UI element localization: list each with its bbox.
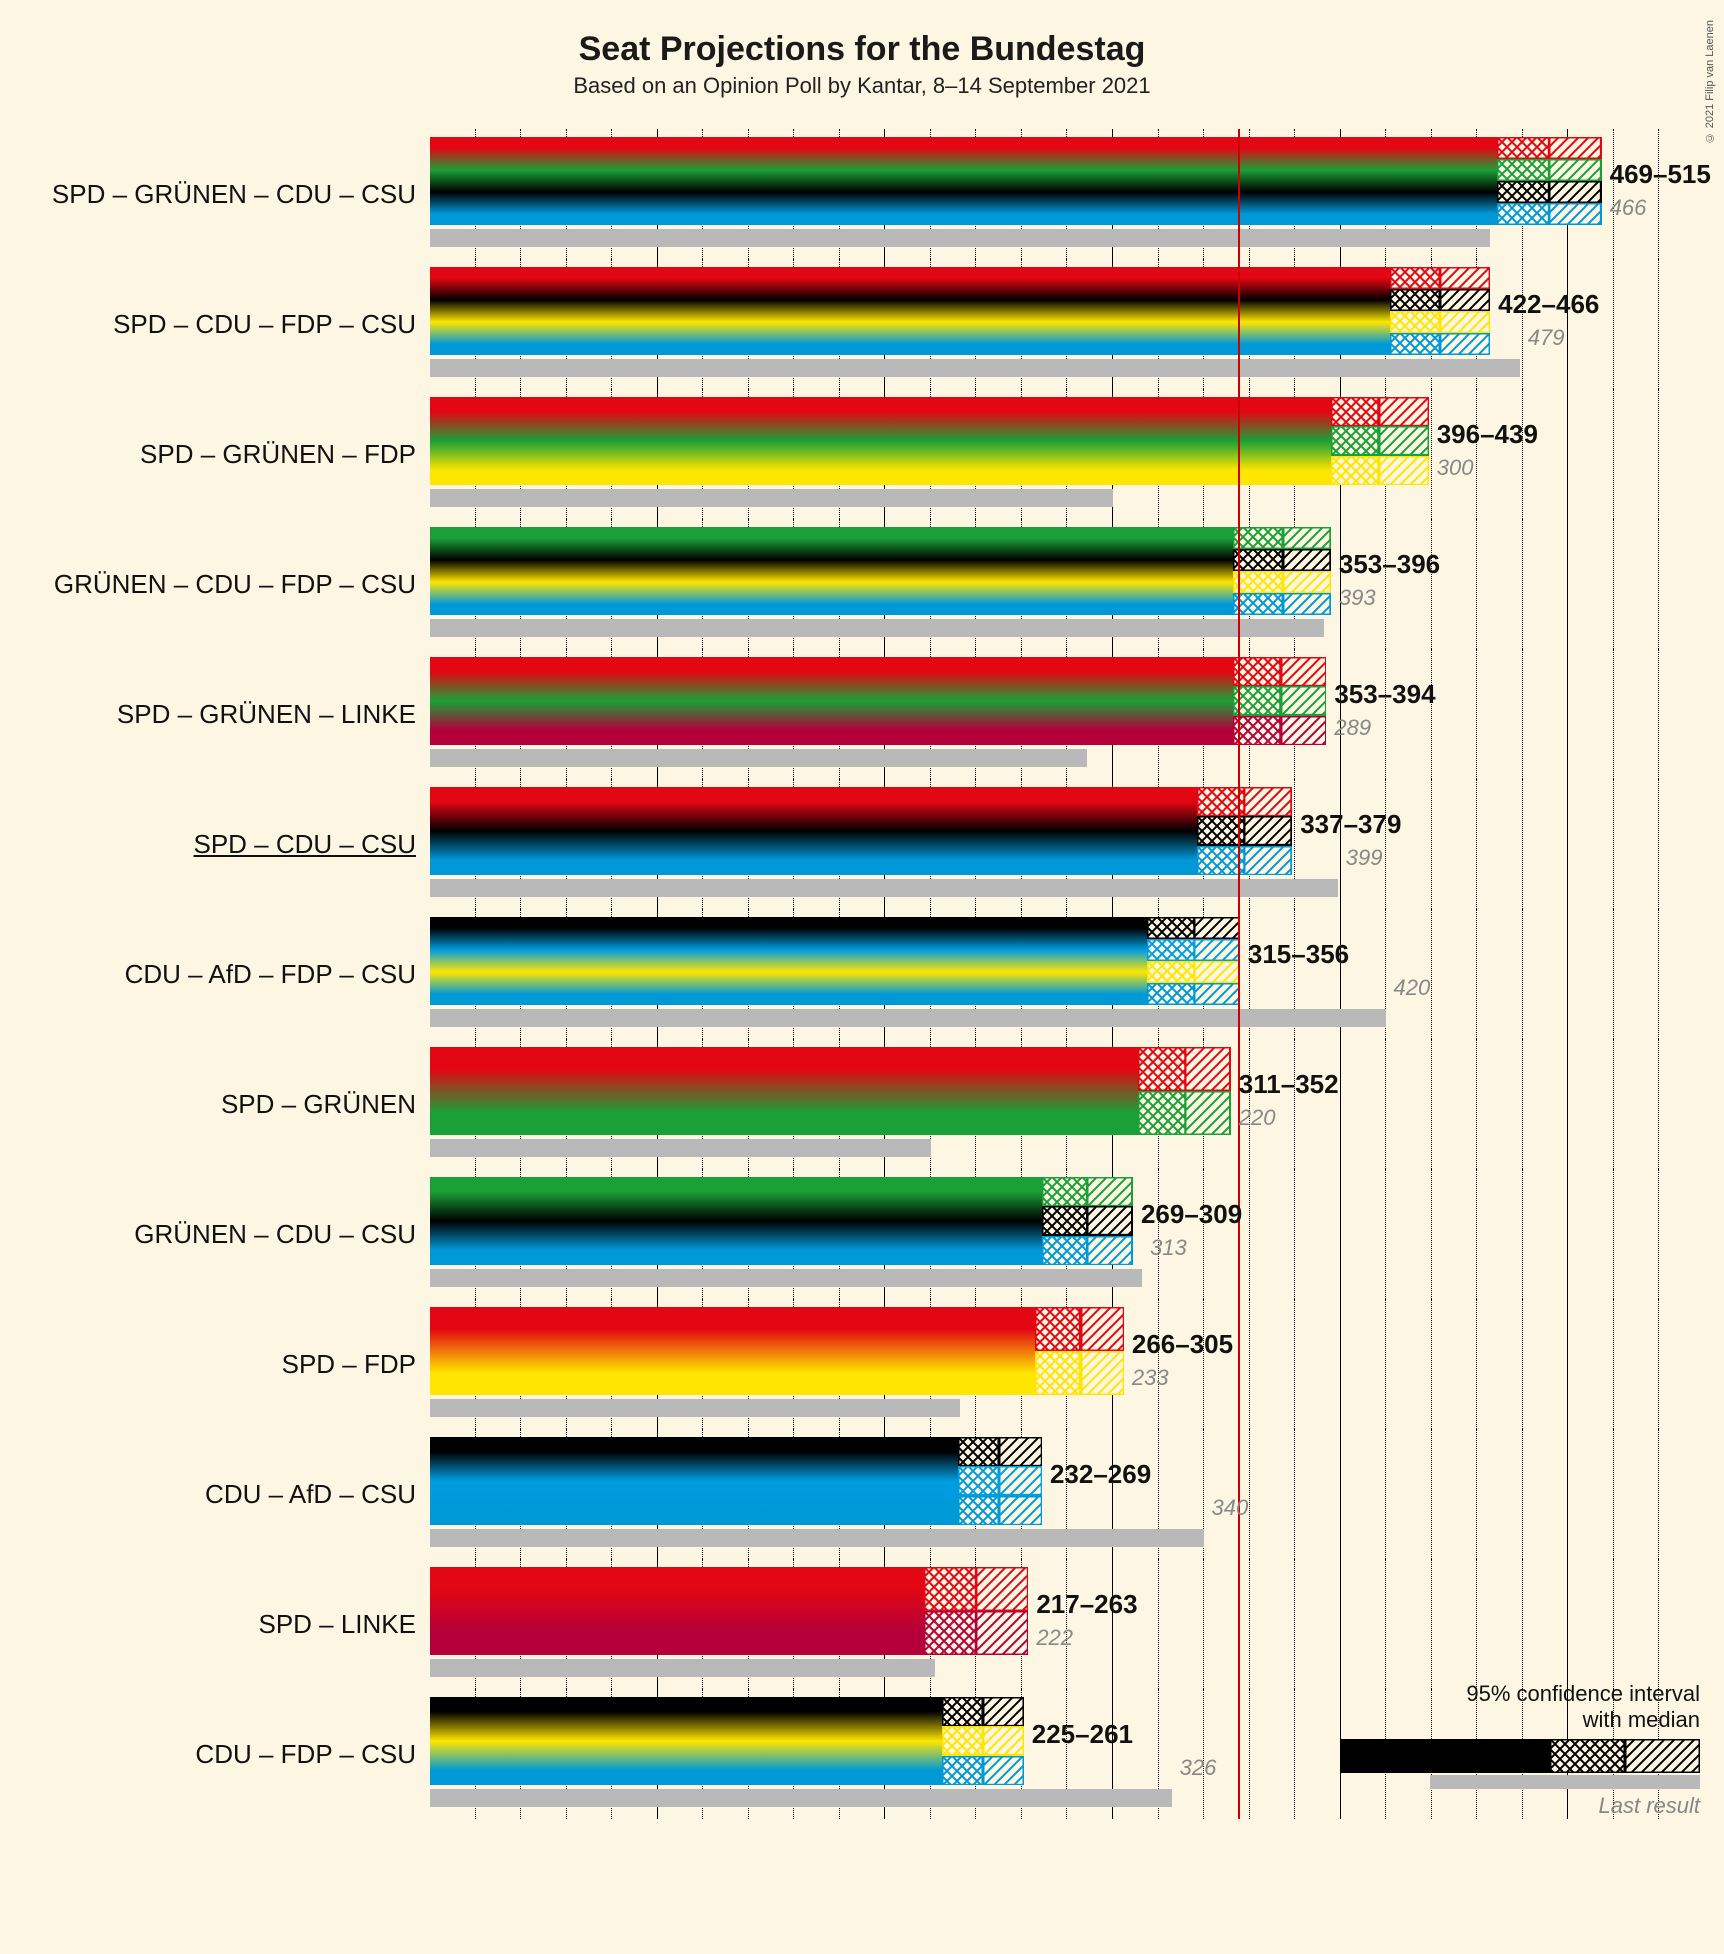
coalition-label: SPD – LINKE <box>20 1559 430 1689</box>
coalition-last: 393 <box>1339 585 1376 611</box>
coalition-row: SPD – GRÜNEN – CDU – CSU469–515466 <box>20 129 1704 259</box>
coalition-range: 337–379 <box>1300 809 1401 840</box>
coalition-label: SPD – GRÜNEN – LINKE <box>20 649 430 779</box>
coalition-label: CDU – AfD – CSU <box>20 1429 430 1559</box>
coalition-range: 232–269 <box>1050 1459 1151 1490</box>
coalition-label: SPD – GRÜNEN <box>20 1039 430 1169</box>
coalition-row: GRÜNEN – CDU – FDP – CSU 353–396 393 <box>20 519 1704 649</box>
coalition-range: 315–356 <box>1248 939 1349 970</box>
coalition-last: 289 <box>1334 715 1371 741</box>
coalition-range: 217–263 <box>1036 1589 1137 1620</box>
coalition-last: 326 <box>1180 1755 1217 1781</box>
coalition-range: 269–309 <box>1141 1199 1242 1230</box>
coalition-last: 313 <box>1150 1235 1187 1261</box>
coalition-range: 311–352 <box>1239 1069 1339 1100</box>
coalition-label: GRÜNEN – CDU – FDP – CSU <box>20 519 430 649</box>
coalition-bar: 315–356 420 <box>430 909 1704 1039</box>
coalition-row: SPD – GRÜNEN 311–352 220 <box>20 1039 1704 1169</box>
legend-swatch <box>1340 1739 1700 1789</box>
coalition-label: SPD – CDU – FDP – CSU <box>20 259 430 389</box>
coalition-last: 300 <box>1437 455 1474 481</box>
coalition-bar: 337–379 399 <box>430 779 1704 909</box>
coalition-bar: 469–515466 <box>430 129 1704 259</box>
coalition-label: SPD – CDU – CSU <box>20 779 430 909</box>
coalition-row: SPD – LINKE 217–263 222 <box>20 1559 1704 1689</box>
coalition-bar: 396–439 300 <box>430 389 1704 519</box>
coalition-bar: 269–309 313 <box>430 1169 1704 1299</box>
coalition-range: 266–305 <box>1132 1329 1233 1360</box>
coalition-range: 353–396 <box>1339 549 1440 580</box>
coalition-row: SPD – FDP 266–305 233 <box>20 1299 1704 1429</box>
coalition-label: SPD – GRÜNEN – CDU – CSU <box>20 129 430 259</box>
coalition-row: SPD – CDU – CSU 337–379 399 <box>20 779 1704 909</box>
coalition-range: 353–394 <box>1334 679 1435 710</box>
coalition-last: 220 <box>1239 1105 1276 1131</box>
coalition-range: 225–261 <box>1032 1719 1133 1750</box>
coalition-range: 422–466 <box>1498 289 1599 320</box>
coalition-last: 479 <box>1528 325 1565 351</box>
coalition-bar: 353–394 289 <box>430 649 1704 779</box>
coalition-last: 233 <box>1132 1365 1169 1391</box>
coalition-label: GRÜNEN – CDU – CSU <box>20 1169 430 1299</box>
coalition-label: CDU – AfD – FDP – CSU <box>20 909 430 1039</box>
coalition-bar: 311–352 220 <box>430 1039 1704 1169</box>
coalition-bar: 232–269 340 <box>430 1429 1704 1559</box>
chart-title: Seat Projections for the Bundestag <box>20 30 1704 69</box>
coalition-last: 466 <box>1610 195 1647 221</box>
coalition-last: 420 <box>1394 975 1431 1001</box>
legend-ci-label2: with median <box>1340 1707 1700 1733</box>
coalition-bar: 422–466 479 <box>430 259 1704 389</box>
coalition-bar: 353–396 393 <box>430 519 1704 649</box>
copyright-text: © 2021 Filip van Laenen <box>1704 20 1716 143</box>
coalition-range: 396–439 <box>1437 419 1538 450</box>
legend: 95% confidence interval with median Last… <box>1340 1681 1700 1819</box>
coalition-last: 399 <box>1346 845 1383 871</box>
coalition-row: CDU – AfD – FDP – CSU 315–356 420 <box>20 909 1704 1039</box>
coalition-label: CDU – FDP – CSU <box>20 1689 430 1819</box>
coalition-last: 222 <box>1036 1625 1073 1651</box>
coalition-last: 340 <box>1212 1495 1249 1521</box>
coalition-bar: 217–263 222 <box>430 1559 1704 1689</box>
coalition-row: SPD – GRÜNEN – LINKE 353–394 289 <box>20 649 1704 779</box>
chart-subtitle: Based on an Opinion Poll by Kantar, 8–14… <box>20 73 1704 99</box>
legend-ci-label: 95% confidence interval <box>1340 1681 1700 1707</box>
coalition-label: SPD – FDP <box>20 1299 430 1429</box>
legend-last-label: Last result <box>1340 1793 1700 1819</box>
coalition-row: SPD – CDU – FDP – CSU 422–466 479 <box>20 259 1704 389</box>
coalition-label: SPD – GRÜNEN – FDP <box>20 389 430 519</box>
coalition-range: 469–515 <box>1610 159 1711 190</box>
coalition-row: SPD – GRÜNEN – FDP 396–439 300 <box>20 389 1704 519</box>
coalition-row: CDU – AfD – CSU 232–269 340 <box>20 1429 1704 1559</box>
coalition-row: GRÜNEN – CDU – CSU 269–309 313 <box>20 1169 1704 1299</box>
coalition-bar: 266–305 233 <box>430 1299 1704 1429</box>
chart-rows: SPD – GRÜNEN – CDU – CSU469–515466SPD – … <box>20 129 1704 1819</box>
